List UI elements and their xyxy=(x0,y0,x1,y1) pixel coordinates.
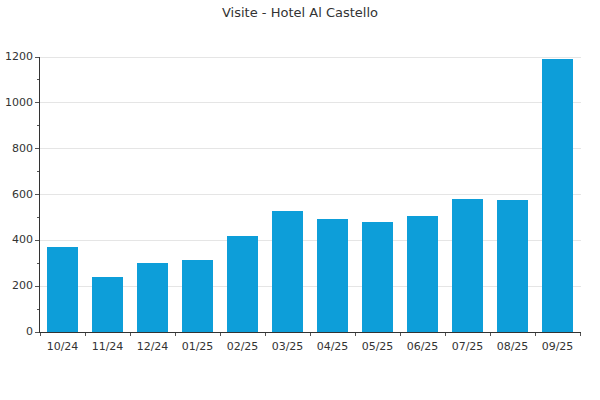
bar xyxy=(227,236,258,332)
bar-chart: Visite - Hotel Al Castello 0200400600800… xyxy=(0,0,600,400)
bar xyxy=(362,222,393,332)
x-tick-label: 10/24 xyxy=(40,340,85,354)
y-tick-label: 200 xyxy=(0,279,33,293)
y-tick-label: 1000 xyxy=(0,96,33,110)
bar xyxy=(542,59,573,332)
x-tick xyxy=(40,333,41,336)
bar xyxy=(182,260,213,332)
y-gridline xyxy=(40,148,581,149)
bar xyxy=(497,200,528,332)
bar xyxy=(317,219,348,332)
y-gridline xyxy=(40,57,581,58)
x-tick xyxy=(445,333,446,336)
x-tick xyxy=(220,333,221,336)
x-axis-line xyxy=(39,332,581,333)
bar xyxy=(92,277,123,332)
x-tick xyxy=(265,333,266,336)
x-tick xyxy=(355,333,356,336)
bar xyxy=(407,216,438,332)
x-tick-label: 06/25 xyxy=(400,340,445,354)
x-tick xyxy=(535,333,536,336)
x-tick xyxy=(310,333,311,336)
bar xyxy=(452,199,483,332)
x-tick-label: 08/25 xyxy=(490,340,535,354)
x-tick-label: 01/25 xyxy=(175,340,220,354)
x-tick-label: 09/25 xyxy=(535,340,580,354)
x-tick xyxy=(130,333,131,336)
y-tick-label: 0 xyxy=(0,325,33,339)
x-tick-label: 05/25 xyxy=(355,340,400,354)
x-tick-label: 04/25 xyxy=(310,340,355,354)
x-tick-label: 02/25 xyxy=(220,340,265,354)
x-tick xyxy=(175,333,176,336)
bar xyxy=(272,211,303,332)
x-tick-label: 12/24 xyxy=(130,340,175,354)
x-tick xyxy=(580,333,581,336)
x-tick xyxy=(85,333,86,336)
y-axis-line xyxy=(39,57,40,333)
bar xyxy=(137,263,168,332)
x-tick xyxy=(490,333,491,336)
x-tick-label: 11/24 xyxy=(85,340,130,354)
y-tick-label: 400 xyxy=(0,233,33,247)
y-gridline xyxy=(40,102,581,103)
bar xyxy=(47,247,78,332)
x-tick-label: 07/25 xyxy=(445,340,490,354)
y-tick-label: 800 xyxy=(0,142,33,156)
y-tick-label: 600 xyxy=(0,188,33,202)
y-tick-label: 1200 xyxy=(0,50,33,64)
y-gridline xyxy=(40,194,581,195)
plot-area: 0 200 400 600 800 1000 1200 10/2411/2412/2401/2… xyxy=(0,0,600,400)
x-tick-label: 03/25 xyxy=(265,340,310,354)
x-tick xyxy=(400,333,401,336)
